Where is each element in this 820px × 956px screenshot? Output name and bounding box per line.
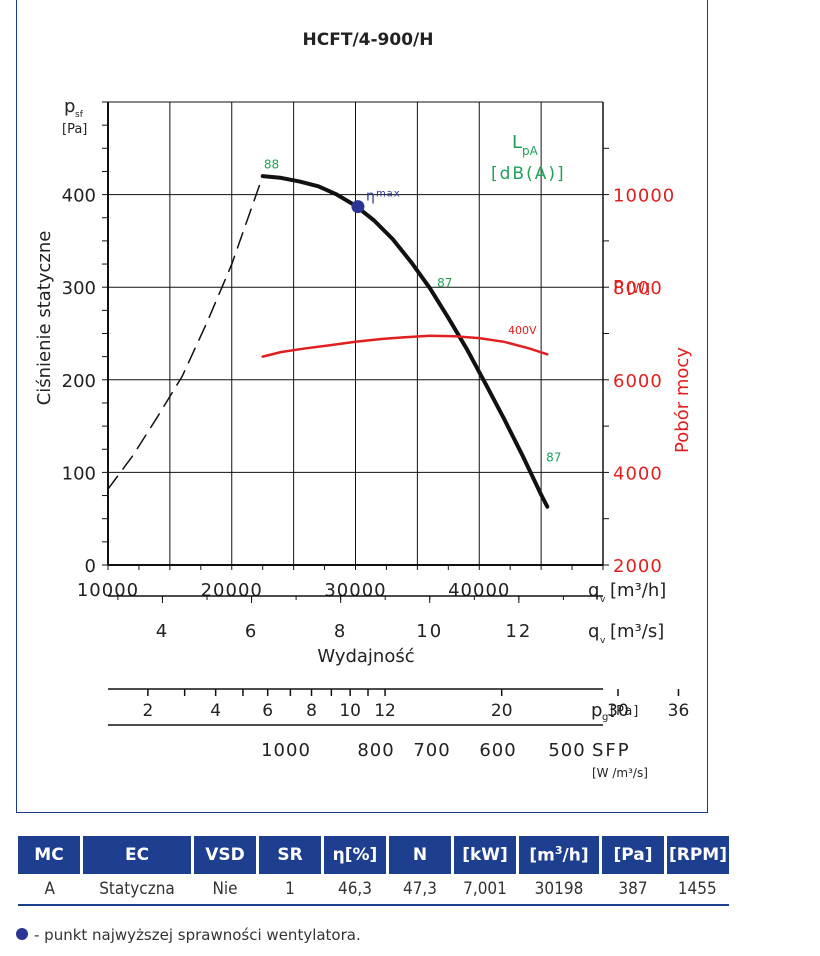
x-axis-unit: [m³/h] [610,580,666,601]
y-tick-label: 400 [62,186,96,207]
right-tick-label: 10000 [613,186,675,207]
table-header-cell: EC [81,836,194,874]
x2-tick-label: 8 [334,621,347,642]
x2-tick-label: 6 [245,621,258,642]
table-header-cell: N [387,836,454,874]
pd-tick-label: 30 [607,701,629,721]
pd-tick-label: 12 [374,701,396,721]
right-tick-label: 8000 [613,278,663,299]
noise-label: 87 [437,276,452,290]
sfp-tick-label: 700 [413,740,450,761]
eta-max-dot-icon [16,927,28,940]
sfp-axis-label: SFP [592,740,631,761]
x-axis-title: Wydajność [317,646,414,667]
sfp-tick-label: 600 [479,740,516,761]
x-tick-label: 10000 [77,580,139,601]
table-header-cell: [Pa] [600,836,667,874]
pd-tick-label: 36 [668,701,690,721]
eta-max-symbol: η [366,189,375,205]
sfp-tick-label: 500 [548,740,585,761]
header-superscript: 3 [554,844,563,858]
noise-symbol: L [512,132,522,153]
table-header-cell: [RPM] [665,836,729,874]
y-tick-label: 300 [62,278,96,299]
y-axis-unit: [Pa] [62,122,87,137]
table-header-cell: MC [18,836,83,874]
eta-max-point [351,200,365,214]
legend-note-text: - punkt najwyższej sprawności wentylator… [34,926,361,944]
stall-curve [107,175,264,490]
table-cell: 46,3 [322,874,388,906]
pd-tick-label: 10 [339,701,361,721]
pd-tick-label: 20 [491,701,513,721]
sfp-axis-unit: [W /m³/s] [592,766,648,780]
sfp-tick-label: 800 [357,740,394,761]
y-axis-symbol-sub: sf [75,110,84,120]
x2-axis-symbol-sub: v [600,636,606,646]
pd-tick-label: 4 [210,701,221,721]
right-tick-label: 2000 [613,556,663,577]
y-tick-label: 0 [85,556,96,577]
table-row: A Statyczna Nie 1 46,3 47,3 7,001 30198 387 1455 [18,874,729,906]
noise-label: 87 [546,450,561,464]
chart-frame [16,0,708,813]
y-axis-symbol: p [64,96,75,117]
noise-symbol-sub: pA [522,144,539,158]
x2-axis-symbol: q [588,621,599,642]
legend-note: - punkt najwyższej sprawności wentylator… [16,926,361,944]
x2-tick-label: 4 [156,621,169,642]
table-cell: Statyczna [81,874,193,906]
pd-tick-label: 6 [262,701,273,721]
eta-max-sub: max [376,189,401,200]
pd-tick-label: 8 [306,701,317,721]
table-cell: 7,001 [452,874,518,906]
table-header-cell: [m3/h] [517,836,602,874]
table-cell: 1 [257,874,323,906]
table-cell: 30198 [517,874,601,906]
power-series-label: 400V [508,324,537,337]
x-axis-symbol-sub: v [600,595,606,605]
sfp-tick-label: 1000 [261,740,311,761]
pressure-curve [260,174,550,509]
y-tick-label: 200 [62,371,96,392]
table-header-cell: SR [257,836,324,874]
table-cell: A [18,874,82,906]
right-tick-label: 4000 [613,463,663,484]
right-axis-title: Pobór mocy [672,347,693,453]
x-tick-label: 30000 [324,580,386,601]
x-tick-label: 40000 [448,580,510,601]
table-cell: 47,3 [387,874,453,906]
pd-axis-unit: [Pa] [610,704,639,719]
table-header-cell: VSD [192,836,259,874]
chart-title: HCFT/4-900/H [303,30,434,50]
parameters-table: MC EC VSD SR η[%] N [kW] [m3/h] [Pa] [RPM] A Staty… [18,836,729,906]
table-cell: Nie [192,874,258,906]
table-header-cell: [kW] [452,836,519,874]
chart-svg: HCFT/4-900/H 0 100 200 300 400 10000 20000 30000… [34,30,693,780]
y-axis-title: Ciśnienie statyczne [34,231,55,406]
x2-tick-label: 12 [505,621,532,642]
x-axis-symbol: q [588,580,599,601]
x2-axis-unit: [m³/s] [610,621,664,642]
x-tick-label: 20000 [201,580,263,601]
right-tick-label: 6000 [613,371,663,392]
pd-axis-symbol-sub: g [602,712,608,723]
y-tick-label: 100 [62,463,96,484]
right-axis-unit: [W] [627,282,650,297]
power-curve [261,334,549,358]
x2-tick-label: 10 [416,621,443,642]
right-axis-symbol: P [613,277,624,298]
noise-unit: [dB(A)] [491,164,566,184]
pd-tick-label: 2 [142,701,153,721]
noise-label: 88 [264,158,279,172]
table-cell: 387 [600,874,666,906]
table-header-cell: η[%] [322,836,389,874]
pd-axis-symbol: p [591,700,602,721]
table-cell: 1455 [665,874,729,906]
table-header-row: MC EC VSD SR η[%] N [kW] [m3/h] [Pa] [RPM] [18,836,729,874]
